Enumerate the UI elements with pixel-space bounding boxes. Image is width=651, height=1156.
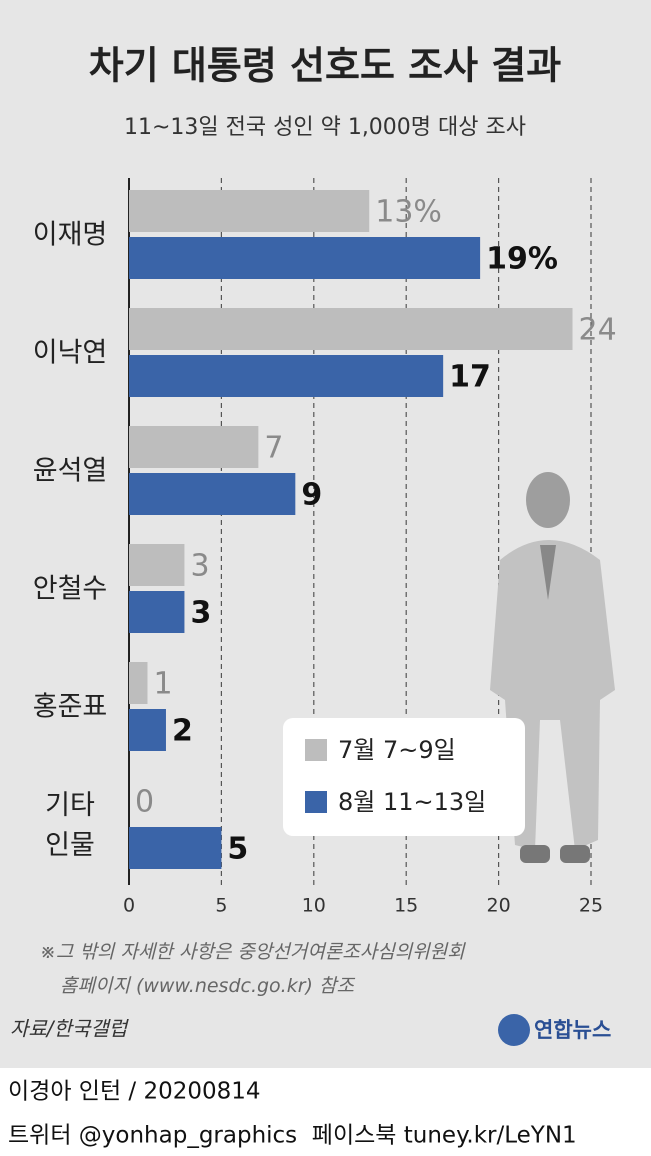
legend-label: 8월 11~13일 — [338, 788, 486, 816]
y-tick-label: 홍준표 — [33, 692, 108, 723]
value-label: 1 — [153, 667, 172, 702]
value-label: 24 — [579, 313, 617, 348]
credit: 이경아 인턴 / 20200814 — [8, 1079, 261, 1105]
social: 트위터 @yonhap_graphics 페이스북 tuney.kr/LeYN1 — [8, 1123, 577, 1149]
legend-swatch — [305, 739, 327, 761]
bar — [129, 544, 185, 586]
bar — [129, 591, 185, 633]
footnote: ※그 밖의 자세한 사항은 중앙선거여론조사심의위원회 홈페이지 (www.nes… — [40, 941, 466, 997]
bar — [129, 473, 296, 515]
bar — [129, 237, 481, 279]
legend-swatch — [305, 791, 327, 813]
bar — [129, 190, 370, 232]
bar — [129, 662, 148, 704]
value-label: 2 — [172, 714, 193, 749]
logo: 연합뉴스 — [534, 1018, 611, 1042]
x-tick-label: 10 — [302, 895, 326, 917]
logo-mark — [498, 1014, 530, 1046]
x-tick-label: 15 — [394, 895, 418, 917]
x-tick-label: 5 — [215, 895, 227, 917]
legend: 7월 7~9일 8월 11~13일 — [305, 736, 486, 816]
bar — [129, 355, 444, 397]
value-label: 3 — [190, 549, 209, 584]
y-tick-label: 이재명 — [33, 220, 108, 251]
value-label: 3 — [190, 596, 211, 631]
x-tick-label: 25 — [579, 895, 603, 917]
chart-title: 차기 대통령 선호도 조사 결과 — [89, 44, 561, 88]
x-tick-label: 20 — [487, 895, 511, 917]
bar — [129, 827, 222, 869]
bar — [129, 426, 259, 468]
value-label: 19% — [486, 242, 558, 277]
footer-background — [0, 1068, 651, 1156]
y-tick-label: 안철수 — [33, 574, 108, 605]
value-label: 7 — [264, 431, 283, 466]
legend-box — [283, 718, 525, 836]
background — [0, 0, 651, 1068]
value-label: 0 — [135, 785, 154, 820]
value-label: 13% — [375, 195, 442, 230]
value-label: 5 — [227, 832, 248, 867]
y-tick-label: 기타 인물 — [45, 790, 95, 861]
legend-label: 7월 7~9일 — [338, 736, 456, 764]
y-tick-label: 이낙연 — [33, 338, 108, 369]
y-tick-label: 윤석열 — [33, 456, 108, 487]
value-label: 9 — [301, 478, 322, 513]
value-label: 17 — [449, 360, 491, 395]
bar — [129, 709, 166, 751]
source: 자료/한국갤럽 — [10, 1017, 130, 1041]
chart-subtitle: 11~13일 전국 성인 약 1,000명 대상 조사 — [124, 115, 526, 140]
bar — [129, 308, 573, 350]
x-tick-label: 0 — [123, 895, 135, 917]
